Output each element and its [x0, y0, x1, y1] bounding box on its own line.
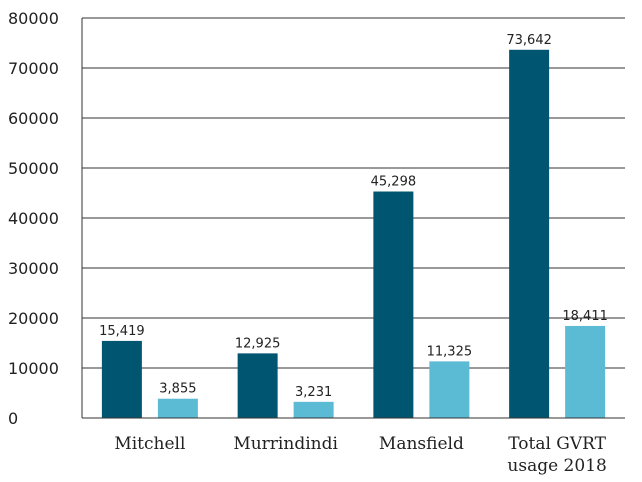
- data-label: 12,925: [235, 336, 281, 351]
- x-axis-category-labels: Mitchell Murrindindi Mansfield Total GVRTus…: [114, 434, 607, 476]
- y-tick-label: 60000: [8, 109, 59, 128]
- bar: [565, 325, 606, 418]
- data-label: 73,642: [506, 33, 552, 48]
- bar: [157, 398, 198, 418]
- data-label: 11,325: [427, 344, 473, 359]
- bar: [293, 401, 334, 418]
- category-label: Mitchell: [114, 434, 185, 454]
- data-label: 3,231: [295, 385, 332, 400]
- y-tick-label: 70000: [8, 59, 59, 78]
- bars: [101, 49, 606, 418]
- bar: [429, 361, 470, 418]
- y-tick-label: 0: [8, 409, 18, 428]
- y-tick-label: 50000: [8, 159, 59, 178]
- category-label: Total GVRT: [508, 434, 606, 454]
- y-tick-label: 40000: [8, 209, 59, 228]
- gridlines: [82, 17, 625, 369]
- category-label: Mansfield: [379, 434, 464, 454]
- bar: [101, 340, 142, 418]
- y-tick-label: 30000: [8, 259, 59, 278]
- data-label: 15,419: [99, 324, 145, 339]
- data-label: 45,298: [371, 175, 417, 190]
- y-tick-label: 20000: [8, 309, 59, 328]
- category-label: usage 2018: [507, 456, 606, 476]
- y-tick-label: 10000: [8, 359, 59, 378]
- category-label: Murrindindi: [233, 434, 338, 454]
- bar: [237, 353, 278, 418]
- y-tick-label: 80000: [8, 9, 59, 28]
- bar: [509, 49, 550, 418]
- data-labels: 15,419 3,855 12,925 3,231 45,298 11,325 73,642…: [99, 33, 608, 400]
- data-label: 3,855: [159, 382, 196, 397]
- y-axis-tick-labels: 0 10000 20000 30000 40000 50000 60000 70000 8000…: [8, 9, 59, 428]
- bar: [373, 191, 414, 418]
- data-label: 18,411: [562, 309, 608, 324]
